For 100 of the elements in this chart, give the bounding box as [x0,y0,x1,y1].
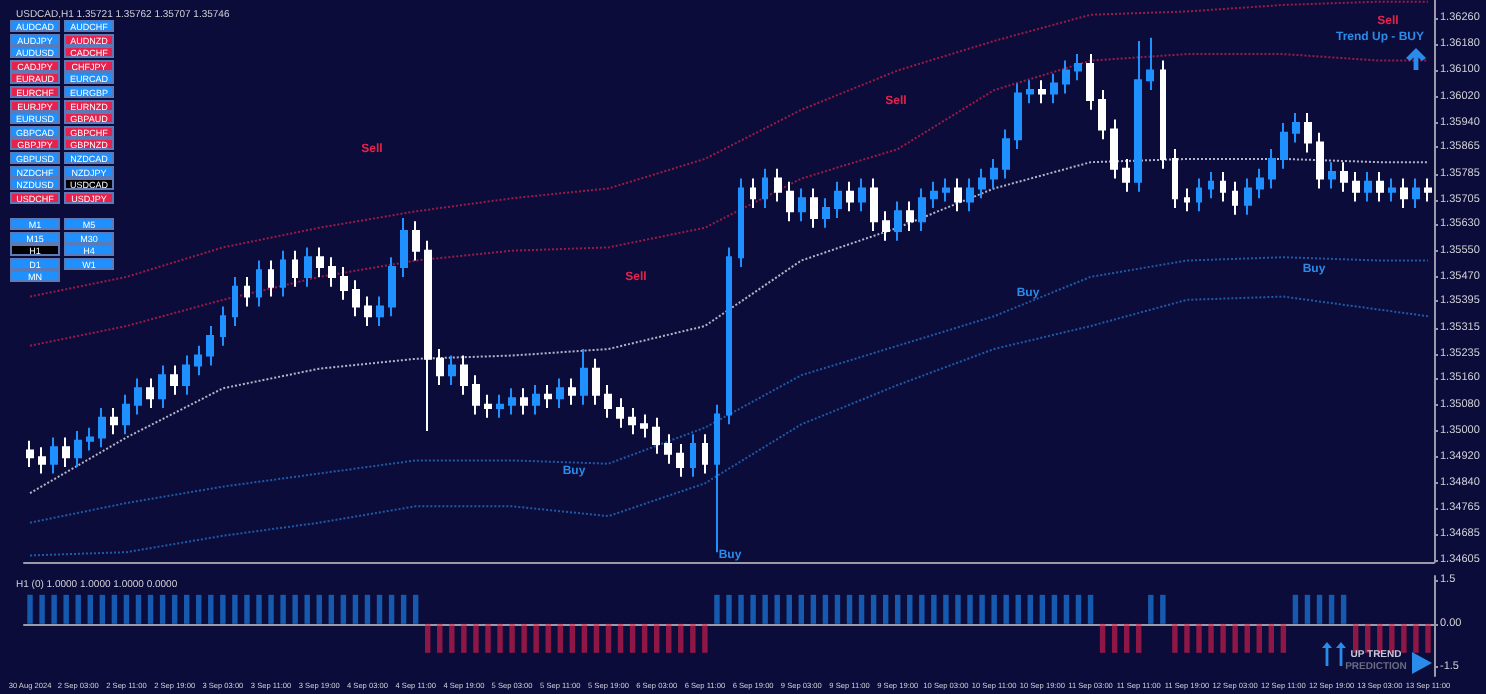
candlestick [930,180,938,210]
candlestick [400,216,408,278]
candlestick [640,413,648,439]
candlestick [990,157,998,190]
candlestick [1026,79,1034,105]
candlestick [328,256,336,288]
candlestick [170,364,178,396]
candlestick [1412,177,1420,210]
candlestick [352,279,360,318]
candlestick [918,187,926,233]
candlestick [726,246,732,426]
candlestick [256,259,262,308]
candlestick [448,354,456,387]
candlestick [664,433,672,465]
candlestick [388,256,396,318]
candlestick [1134,39,1142,193]
candlestick [858,177,866,213]
candlestick [676,443,684,478]
candlestick [1122,157,1130,193]
candlestick [1208,171,1214,200]
candlestick [750,177,756,210]
candlestick [1098,89,1106,141]
candlestick [1400,177,1408,210]
candlestick [738,177,744,269]
candlestick [1062,59,1070,95]
candlestick [822,197,830,229]
candlestick [954,177,962,213]
candlestick [798,187,806,223]
candlestick [628,406,636,436]
candlestick [520,387,528,416]
candlestick [1376,171,1384,203]
candlestick [412,220,420,262]
candlestick [220,305,226,347]
candlestick [194,344,202,377]
candlestick [942,177,950,203]
candlestick [472,374,480,416]
candlestick [1388,177,1396,203]
candlestick [364,295,372,328]
candlestick [62,436,70,468]
candlestick [1146,36,1154,92]
candlestick [786,180,794,223]
candlestick [86,426,94,452]
candlestick [846,180,854,213]
candlestick [26,439,34,468]
candlestick [146,377,154,409]
candlestick [304,246,312,288]
candlestick [182,354,190,396]
candlestick [810,187,818,229]
candlestick [882,210,890,242]
candlestick [122,393,130,436]
candlestick [292,249,298,288]
candlestick [460,354,468,396]
candlestick [616,397,624,429]
candlestick [436,348,444,387]
candlestick [568,377,576,406]
candlestick [1268,148,1276,190]
candlestick [1352,171,1360,203]
candlestick [340,266,348,301]
candlestick [652,416,660,455]
candlestick [532,384,540,416]
candlestick [424,239,432,432]
candlestick [1160,59,1166,170]
candlestick [1184,187,1190,213]
candlestick [206,325,214,367]
candlestick [98,406,106,449]
candlestick [280,249,286,298]
candlestick [1304,112,1312,154]
candlestick [1172,148,1178,210]
candlestick [244,275,250,308]
candlestick [74,429,82,468]
candlestick [762,167,768,210]
candlestick [774,167,782,203]
candlestick [38,446,46,475]
candlestick [496,393,504,419]
candlestick [580,348,588,406]
candlestick [1364,171,1372,203]
candlestick [134,377,142,416]
candlestick [714,403,720,554]
candlestick [544,384,552,409]
candlestick [1196,177,1202,213]
candlestick [1014,82,1022,151]
candlestick [894,200,902,242]
candlestick [690,433,696,478]
candlestick [1086,53,1094,111]
candlestick [1280,121,1288,170]
candlestick [1424,177,1432,203]
candlestick [906,200,914,233]
candlestick [592,357,600,406]
candlestick [1050,72,1058,105]
candlestick [1002,128,1010,180]
candlestick [1292,112,1300,144]
candlestick [1328,161,1336,190]
candlestick [1256,167,1264,200]
candlestick [110,406,118,436]
candlestick [870,177,878,233]
candlestick [1340,161,1348,193]
candlestick [556,377,564,409]
candlestick [232,275,238,328]
candlestick [978,167,986,200]
candlestick [50,436,58,475]
